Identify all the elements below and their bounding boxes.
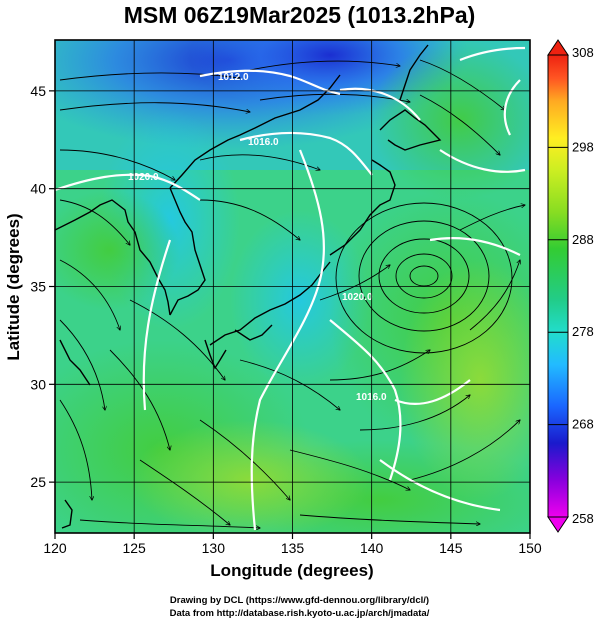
credit-drawing: Drawing by DCL (https://www.gfd-dennou.o…	[169, 595, 430, 606]
x-tick-label: 125	[122, 540, 146, 556]
contour-label: 1020.0	[342, 292, 373, 303]
x-tick-label: 145	[439, 540, 463, 556]
y-axis-title: Latitude (degrees)	[4, 213, 23, 360]
y-tick-label: 30	[30, 376, 46, 392]
y-axis: 25 30 35 40 45	[30, 83, 55, 490]
colorbar-tick-label: 278	[572, 324, 594, 339]
contour-label: 1020.0	[128, 172, 159, 183]
x-axis-title: Longitude (degrees)	[210, 561, 373, 580]
isobars	[55, 46, 526, 531]
colorbar-tick-label: 268	[572, 417, 594, 432]
colorbar-tick-label: 258	[572, 511, 594, 526]
wind-streamlines	[59, 59, 525, 528]
x-tick-label: 150	[518, 540, 542, 556]
y-tick-label: 45	[30, 83, 46, 99]
colorbar: 258 268 278 288 298 308	[547, 39, 594, 533]
contour-label: 1012.0	[218, 72, 249, 83]
y-tick-label: 35	[30, 279, 46, 295]
colorbar-bottom-arrow	[547, 516, 569, 533]
colorbar-tick-label: 308	[572, 45, 594, 60]
contour-label: 1016.0	[248, 137, 279, 148]
x-tick-label: 130	[202, 540, 226, 556]
colorbar-ticks: 258 268 278 288 298 308	[548, 45, 594, 526]
x-tick-label: 135	[281, 540, 305, 556]
y-tick-label: 40	[30, 181, 46, 197]
x-tick-label: 120	[43, 540, 67, 556]
credit-data-source: Data from http://database.rish.kyoto-u.a…	[169, 608, 430, 619]
chart-title: MSM 06Z19Mar2025 (1013.2hPa)	[123, 2, 476, 28]
colorbar-tick-label: 288	[572, 232, 594, 247]
colorbar-top-arrow	[547, 39, 569, 56]
y-tick-label: 25	[30, 474, 46, 490]
credits: Drawing by DCL (https://www.gfd-dennou.o…	[0, 594, 599, 620]
temperature-field	[55, 40, 530, 533]
coastlines	[55, 44, 442, 529]
x-tick-label: 140	[360, 540, 384, 556]
grid-lines	[55, 40, 530, 533]
x-axis: 120 125 130 135 140 145 150	[43, 533, 542, 556]
colorbar-tick-label: 298	[572, 139, 594, 154]
cyclone-spiral	[335, 202, 513, 354]
colorbar-scale	[547, 54, 569, 518]
